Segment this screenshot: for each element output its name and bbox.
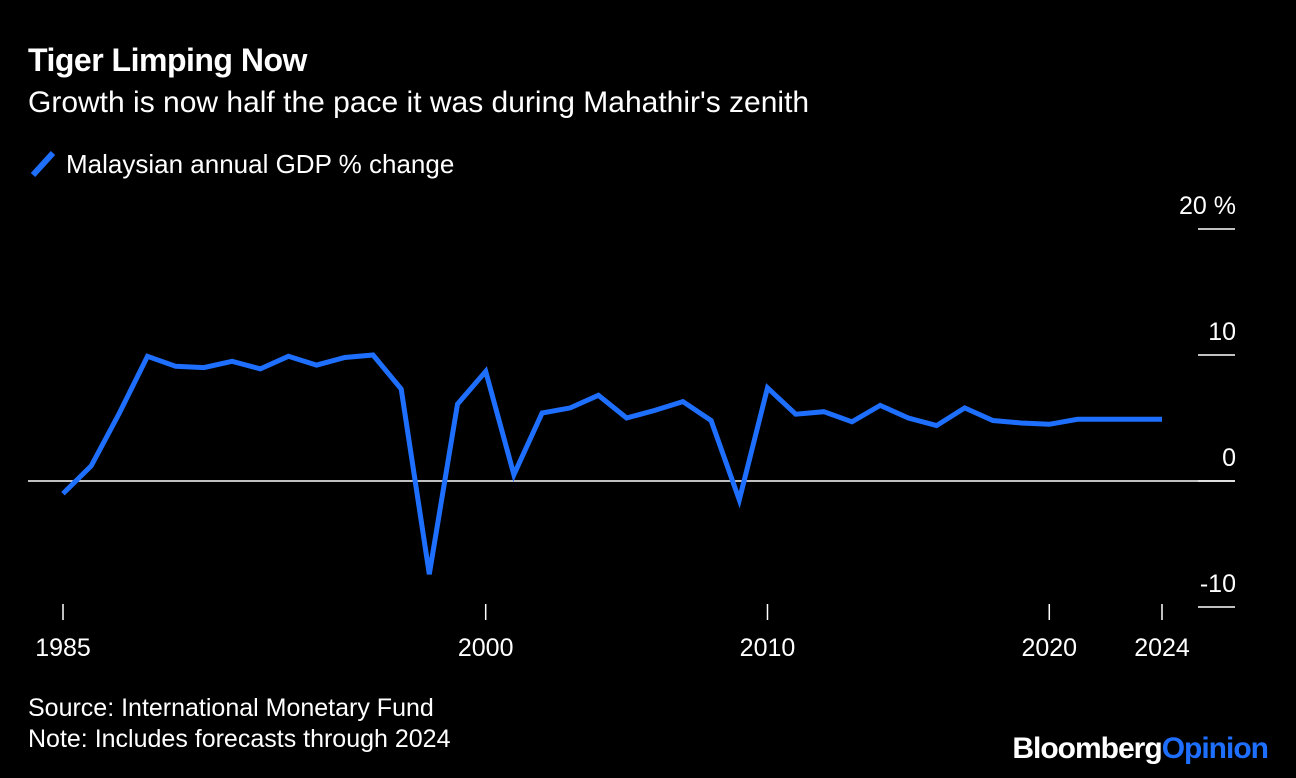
forecast-note: Note: Includes forecasts through 2024 <box>28 725 451 753</box>
y-tick-label: -10 <box>1200 570 1236 598</box>
brand-logo: BloombergOpinion <box>1012 732 1269 765</box>
x-tick-label: 1985 <box>35 634 91 662</box>
source-note: Source: International Monetary Fund <box>28 694 434 722</box>
legend-line-icon <box>30 150 56 178</box>
x-tick-label: 2020 <box>1021 634 1077 662</box>
legend: Malaysian annual GDP % change <box>28 148 454 180</box>
x-tick-label: 2000 <box>458 634 514 662</box>
x-tick-label: 2024 <box>1134 634 1190 662</box>
legend-label: Malaysian annual GDP % change <box>66 148 455 179</box>
chart-subtitle: Growth is now half the pace it was durin… <box>28 86 810 119</box>
y-tick-label: 10 <box>1208 318 1236 346</box>
series-line <box>61 352 1162 575</box>
y-tick-label: 20 % <box>1179 192 1236 220</box>
x-tick-label: 2010 <box>740 634 796 662</box>
chart-title: Tiger Limping Now <box>28 42 307 78</box>
y-tick-label: 0 <box>1222 444 1236 472</box>
